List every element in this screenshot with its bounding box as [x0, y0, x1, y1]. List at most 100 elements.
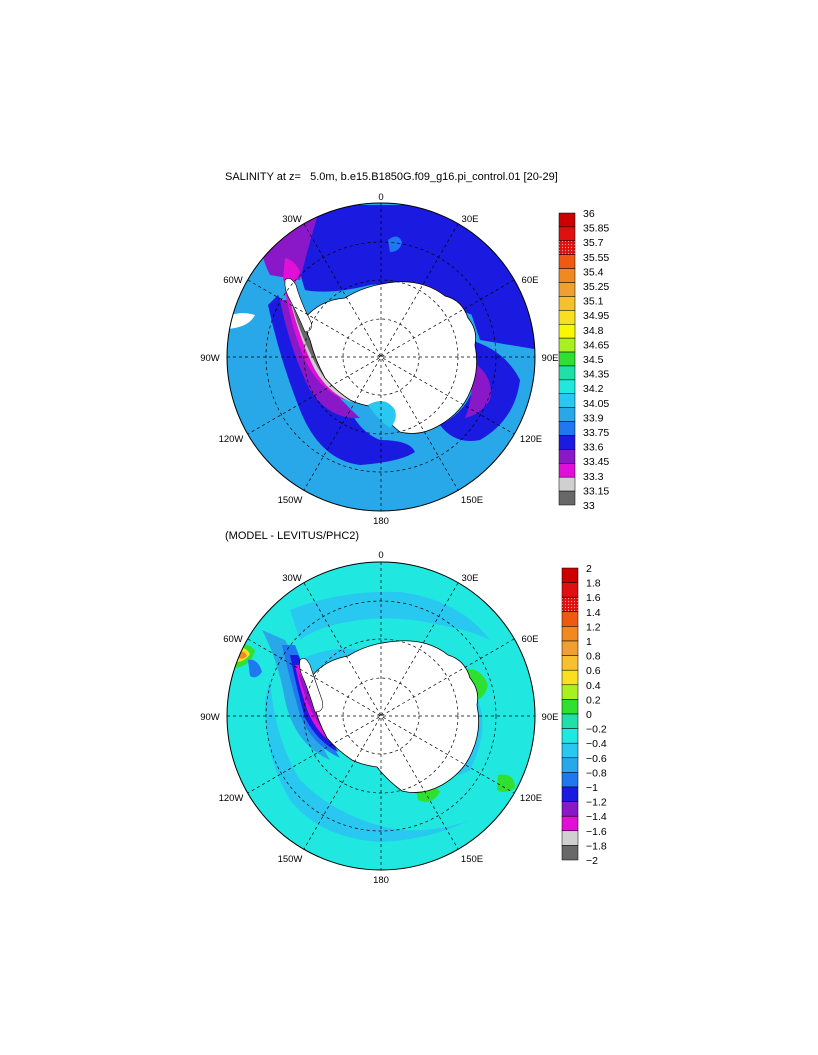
colorbar-tick-label: 33.75	[583, 427, 609, 439]
lon-label-60e: 60E	[522, 634, 539, 645]
colorbar-tick-label: 1.4	[586, 607, 601, 619]
colorbar-tick-label: 36	[583, 208, 595, 220]
lon-label-60w: 60W	[223, 634, 243, 645]
colorbar-tick-label: 33.15	[583, 485, 609, 497]
colorbar-swatch	[558, 435, 576, 450]
colorbar-tick-label: 1.2	[586, 621, 601, 633]
colorbar-swatch	[558, 351, 576, 367]
colorbar-tick-label: 34.35	[583, 369, 609, 381]
lon-label-30e: 30E	[462, 573, 479, 584]
colorbar-swatch	[558, 337, 576, 353]
colorbar-tick-label: 33.45	[583, 456, 609, 468]
difference-colorbar: 2 1.8 1.6 1.4 1.2 1 0.8 0.6 0.4 0.2 0 −0.2 −0.4 −0.6 −…	[561, 563, 607, 867]
colorbar-tick-label: 34.05	[583, 398, 609, 410]
lon-label-30e: 30E	[462, 214, 479, 225]
colorbar-tick-label: 33.6	[583, 442, 604, 454]
lon-label-120w: 120W	[219, 793, 244, 804]
lon-label-90w: 90W	[200, 353, 220, 364]
colorbar-swatch	[561, 596, 579, 613]
colorbar-tick-label: −1.2	[586, 797, 607, 809]
bottom-panel-title: (MODEL - LEVITUS/PHC2)	[225, 530, 360, 542]
difference-field	[290, 591, 490, 640]
colorbar-tick-label: 35.4	[583, 266, 604, 278]
colorbar-tick-label: 35.85	[583, 223, 609, 235]
lon-label-30w: 30W	[282, 214, 302, 225]
colorbar-swatch	[561, 699, 579, 715]
salinity-field	[388, 236, 402, 252]
colorbar-swatch	[561, 728, 579, 744]
lon-label-60e: 60E	[522, 275, 539, 286]
colorbar-tick-label: 35.7	[583, 237, 604, 249]
difference-field	[248, 659, 262, 678]
colorbar-tick-label: −1.4	[586, 811, 607, 823]
colorbar-tick-label: 0.4	[586, 680, 601, 692]
difference-field	[265, 680, 470, 842]
colorbar-swatch	[558, 463, 576, 478]
lon-label-90e: 90E	[542, 712, 559, 723]
salinity-map	[227, 203, 535, 511]
colorbar-swatch	[561, 626, 579, 642]
colorbar-tick-label: 35.55	[583, 252, 609, 264]
salinity-field	[470, 310, 535, 350]
lon-label-150e: 150E	[461, 495, 483, 506]
colorbar-swatch	[561, 845, 579, 861]
top-map-border	[226, 202, 536, 512]
colorbar-swatch	[561, 830, 579, 846]
colorbar-tick-label: −0.4	[586, 738, 607, 750]
lon-label-90e: 90E	[542, 353, 559, 364]
colorbar-tick-label: −1	[586, 782, 598, 794]
colorbar-tick-label: −2	[586, 855, 598, 867]
salinity-difference-map	[227, 562, 535, 870]
colorbar-swatch	[561, 772, 579, 788]
lon-label-180: 180	[373, 516, 389, 527]
lon-label-150e: 150E	[461, 854, 483, 865]
colorbar-swatch	[561, 567, 579, 583]
colorbar-swatch	[561, 713, 579, 729]
colorbar-tick-label: 34.65	[583, 339, 609, 351]
colorbar-tick-label: 0.8	[586, 651, 601, 663]
colorbar-tick-label: −1.8	[586, 840, 607, 852]
lon-label-90w: 90W	[200, 712, 220, 723]
colorbar-tick-label: 0.6	[586, 665, 601, 677]
lon-label-120w: 120W	[219, 434, 244, 445]
colorbar-swatch	[558, 254, 576, 269]
antarctica-landmass	[304, 281, 478, 434]
lon-label-0: 0	[378, 192, 383, 203]
salinity-colorbar: 36 35.85 35.7 35.55 35.4 35.25 35.1 34.95 34.8 34…	[558, 208, 609, 512]
colorbar-swatch	[561, 684, 579, 700]
colorbar-swatch	[561, 655, 579, 671]
colorbar-swatch	[558, 310, 576, 325]
colorbar-swatch	[558, 226, 576, 242]
colorbar-tick-label: 34.95	[583, 310, 609, 322]
colorbar-swatch	[561, 757, 579, 773]
colorbar-tick-label: 1.8	[586, 578, 601, 590]
colorbar-tick-label: 33.9	[583, 412, 604, 424]
bottom-map-border	[226, 561, 536, 871]
colorbar-swatch	[558, 421, 576, 436]
colorbar-tick-label: 2	[586, 563, 592, 575]
colorbar-swatch	[558, 282, 576, 297]
colorbar-swatch	[558, 476, 576, 492]
colorbar-swatch	[558, 365, 576, 381]
lon-label-150w: 150W	[278, 495, 303, 506]
colorbar-tick-label: 0	[586, 709, 592, 721]
colorbar-swatch	[561, 582, 579, 598]
colorbar-swatch	[561, 669, 579, 686]
colorbar-tick-label: 35.25	[583, 281, 609, 293]
colorbar-tick-label: −0.8	[586, 767, 607, 779]
colorbar-swatch	[561, 801, 579, 817]
colorbar-tick-label: 34.2	[583, 383, 604, 395]
graticule	[227, 203, 535, 511]
top-panel-title: SALINITY at z= 5.0m, b.e15.B1850G.f09_g1…	[225, 171, 558, 183]
lon-label-0: 0	[378, 550, 383, 561]
colorbar-tick-label: 34.5	[583, 354, 604, 366]
colorbar-swatch	[561, 786, 579, 802]
colorbar-swatch	[558, 240, 576, 255]
antarctica-landmass	[309, 640, 480, 793]
lon-label-150w: 150W	[278, 854, 303, 865]
lon-label-120e: 120E	[520, 434, 542, 445]
colorbar-swatch	[561, 640, 579, 656]
colorbar-tick-label: 35.1	[583, 296, 604, 308]
colorbar-tick-label: −0.6	[586, 753, 607, 765]
